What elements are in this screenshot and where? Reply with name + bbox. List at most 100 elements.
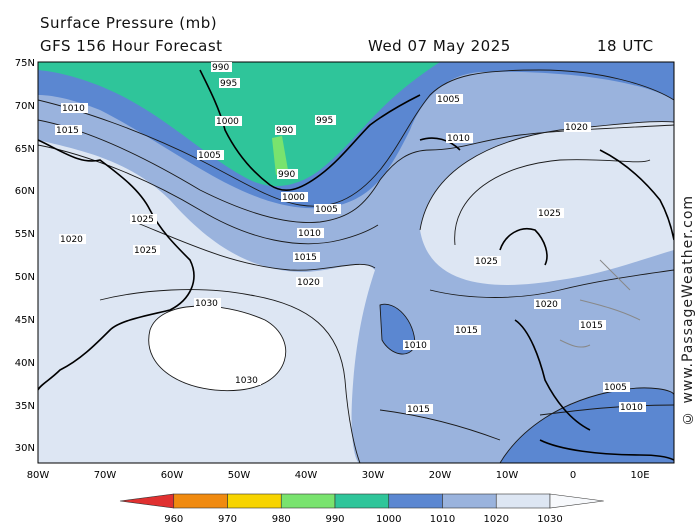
colorbar-swatch bbox=[280, 493, 336, 509]
isobar-labels: 990 995 1000 1005 1010 1015 1020 1025 1030 990 995… bbox=[55, 62, 646, 415]
isobar-label: 1015 bbox=[55, 125, 82, 136]
isobar-label: 1020 bbox=[59, 234, 86, 245]
colorbar-tick: 970 bbox=[218, 514, 237, 525]
longitude-label: 20W bbox=[429, 470, 452, 481]
isobar-label: 1005 bbox=[436, 94, 463, 105]
svg-text:990: 990 bbox=[276, 126, 293, 136]
forecast-hour: GFS 156 Hour Forecast bbox=[40, 37, 223, 55]
isobar-label: 995 bbox=[315, 115, 336, 126]
colorbar-swatch bbox=[388, 493, 443, 509]
isobar-label: 1010 bbox=[619, 402, 646, 413]
svg-text:1025: 1025 bbox=[134, 246, 157, 256]
colorbar-swatch bbox=[173, 493, 228, 509]
isobar-lines bbox=[38, 69, 674, 463]
colorbar-swatch bbox=[119, 493, 175, 509]
isobar-label: 1025 bbox=[130, 214, 157, 225]
latitude-label: 60N bbox=[15, 186, 35, 197]
svg-text:1015: 1015 bbox=[407, 405, 430, 415]
isobar-label: 1010 bbox=[446, 133, 473, 144]
isobar-label: 1015 bbox=[579, 320, 606, 331]
isobar-label: 1005 bbox=[197, 150, 224, 161]
latitude-ticks: 75N 70N 65N 60N 55N 50N 45N 40N 35N 30N bbox=[15, 58, 35, 454]
svg-text:1020: 1020 bbox=[535, 300, 558, 310]
isobar-label: 1030 bbox=[194, 298, 221, 309]
latitude-label: 30N bbox=[15, 443, 35, 454]
svg-text:1030: 1030 bbox=[195, 299, 218, 309]
svg-text:1020: 1020 bbox=[565, 123, 588, 133]
svg-text:1010: 1010 bbox=[447, 134, 470, 144]
longitude-label: 30W bbox=[362, 470, 385, 481]
svg-text:1010: 1010 bbox=[620, 403, 643, 413]
chart-title: Surface Pressure (mb) bbox=[40, 14, 218, 32]
isobar-label: 1010 bbox=[61, 103, 88, 114]
svg-text:1000: 1000 bbox=[216, 117, 239, 127]
country-borders bbox=[559, 259, 641, 348]
valid-date: Wed 07 May 2025 bbox=[368, 37, 511, 55]
latitude-label: 65N bbox=[15, 144, 35, 155]
pressure-high-core bbox=[148, 306, 286, 391]
latitude-label: 40N bbox=[15, 358, 35, 369]
svg-text:1015: 1015 bbox=[56, 126, 79, 136]
svg-text:1025: 1025 bbox=[131, 215, 154, 225]
longitude-label: 10E bbox=[630, 470, 649, 481]
colorbar-swatch bbox=[227, 493, 282, 509]
colorbar-swatch bbox=[549, 493, 604, 509]
svg-text:1005: 1005 bbox=[315, 205, 338, 215]
valid-time: 18 UTC bbox=[597, 37, 654, 55]
longitude-label: 60W bbox=[161, 470, 184, 481]
pressure-band-980-990 bbox=[272, 136, 288, 175]
isobar-label: 1025 bbox=[537, 208, 564, 219]
svg-text:1025: 1025 bbox=[475, 257, 498, 267]
colorbar-tick: 1010 bbox=[430, 514, 455, 525]
isobar-label: 1030 bbox=[234, 375, 261, 386]
longitude-label: 50W bbox=[228, 470, 251, 481]
colorbar-swatch bbox=[495, 493, 551, 509]
isobar-label: 1000 bbox=[281, 192, 308, 203]
colorbar: 960 970 980 990 1000 1010 1020 1030 bbox=[119, 493, 604, 525]
longitude-ticks: 80W 70W 60W 50W 40W 30W 20W 10W 0 10E bbox=[27, 470, 650, 481]
colorbar-tick: 960 bbox=[164, 514, 183, 525]
colorbar-tick: 980 bbox=[272, 514, 291, 525]
colorbar-tick: 990 bbox=[325, 514, 344, 525]
isobar-label: 990 bbox=[275, 125, 296, 136]
isobar-label: 1010 bbox=[403, 340, 430, 351]
latitude-label: 75N bbox=[15, 58, 35, 69]
isobar-label: 1025 bbox=[474, 256, 501, 267]
latitude-label: 35N bbox=[15, 401, 35, 412]
isobar-label: 1005 bbox=[603, 382, 630, 393]
latitude-label: 50N bbox=[15, 272, 35, 283]
isobar-label: 1005 bbox=[314, 204, 341, 215]
colorbar-swatch bbox=[334, 493, 390, 509]
svg-text:1020: 1020 bbox=[297, 278, 320, 288]
svg-text:1015: 1015 bbox=[455, 326, 478, 336]
colorbar-swatch bbox=[442, 493, 497, 509]
isobar-label: 1010 bbox=[297, 228, 324, 239]
svg-text:1015: 1015 bbox=[580, 321, 603, 331]
svg-text:1010: 1010 bbox=[298, 229, 321, 239]
colorbar-tick: 1020 bbox=[484, 514, 509, 525]
isobar-label: 990 bbox=[211, 62, 232, 73]
colorbar-tick: 1030 bbox=[537, 514, 562, 525]
isobar-label: 1015 bbox=[406, 404, 433, 415]
isobar-label: 1020 bbox=[564, 122, 591, 133]
isobar-label: 995 bbox=[219, 78, 240, 89]
isobar-label: 1020 bbox=[534, 299, 561, 310]
svg-text:1010: 1010 bbox=[404, 341, 427, 351]
svg-text:1015: 1015 bbox=[294, 253, 317, 263]
svg-text:1005: 1005 bbox=[437, 95, 460, 105]
svg-text:995: 995 bbox=[220, 79, 237, 89]
isobar-label: 1015 bbox=[454, 325, 481, 336]
svg-text:1005: 1005 bbox=[198, 151, 221, 161]
svg-text:1020: 1020 bbox=[60, 235, 83, 245]
pressure-band-1020-1030-east bbox=[420, 121, 674, 285]
svg-text:990: 990 bbox=[212, 63, 229, 73]
svg-text:1025: 1025 bbox=[538, 209, 561, 219]
svg-text:1030: 1030 bbox=[235, 376, 258, 386]
latitude-label: 70N bbox=[15, 101, 35, 112]
watermark: © www.PassageWeather.com bbox=[680, 194, 696, 426]
longitude-label: 0 bbox=[570, 470, 576, 481]
isobar-label: 1020 bbox=[296, 277, 323, 288]
svg-text:1005: 1005 bbox=[604, 383, 627, 393]
longitude-label: 70W bbox=[94, 470, 117, 481]
